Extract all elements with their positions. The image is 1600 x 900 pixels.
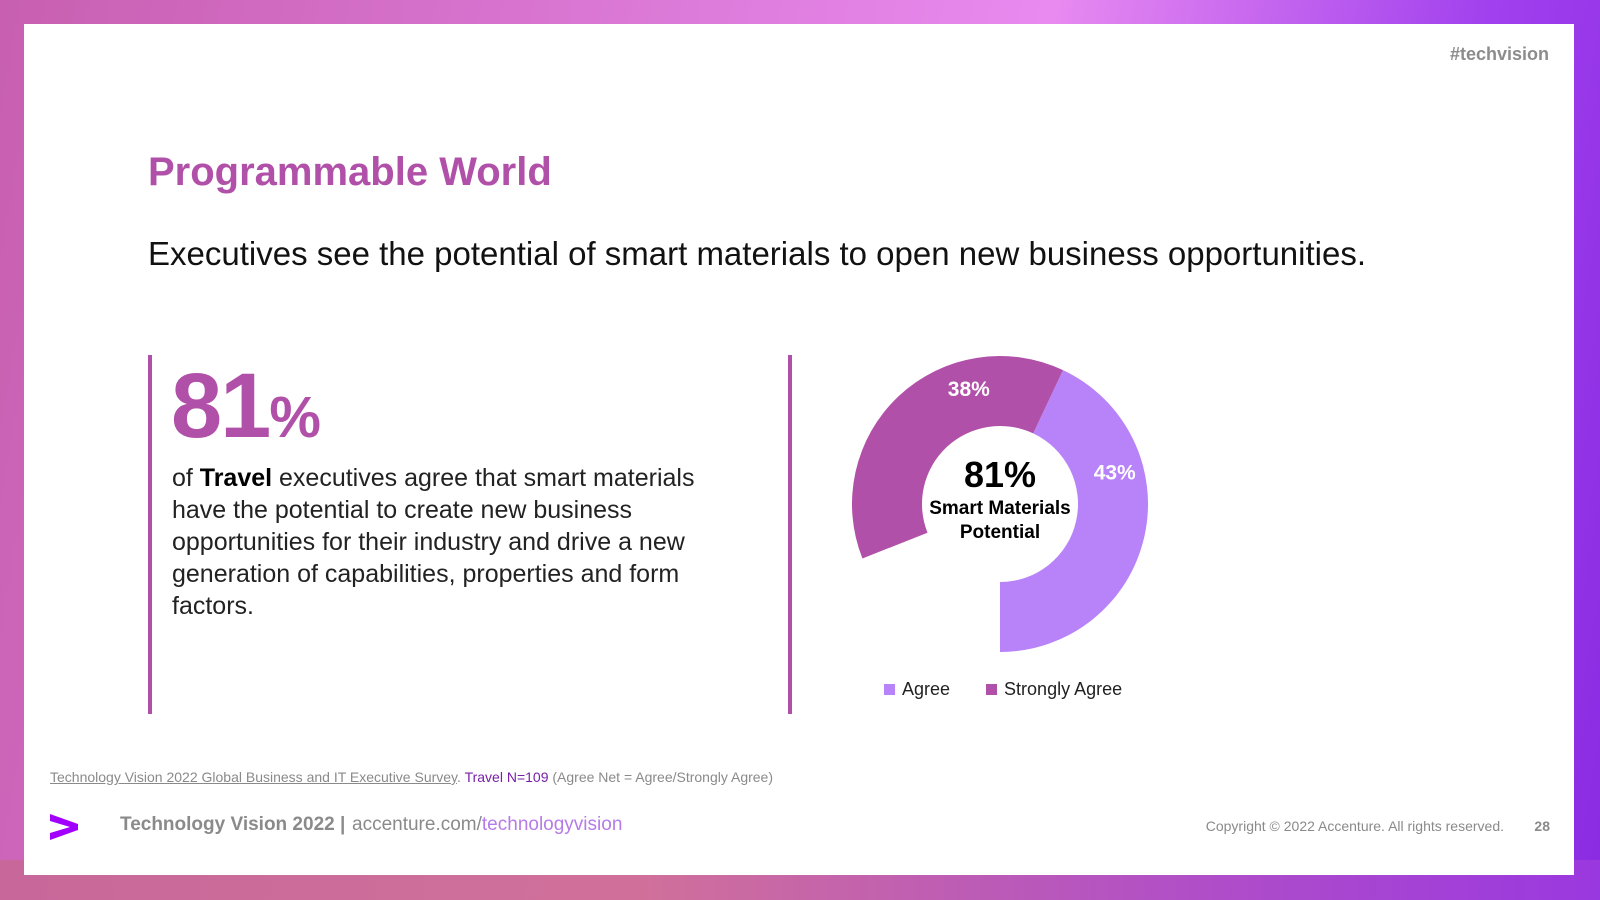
legend-item-agree: Agree — [884, 679, 950, 700]
donut-label-agree: 43% — [1094, 461, 1136, 484]
source-note: Technology Vision 2022 Global Business a… — [50, 769, 773, 785]
footer-url-path: technologyvision — [481, 814, 623, 835]
page-title: Programmable World — [148, 150, 552, 194]
donut-center-value: 81% — [964, 454, 1036, 495]
source-survey-link[interactable]: Technology Vision 2022 Global Business a… — [50, 769, 458, 785]
footer-url-domain: accenture.com/ — [352, 814, 482, 835]
donut-label-strongly-agree: 38% — [948, 378, 990, 401]
slide: #techvision Programmable World Executive… — [24, 24, 1574, 875]
donut-center-label-line1: Smart Materials — [929, 498, 1071, 519]
stat-number: 81 — [171, 355, 271, 457]
stat-unit: % — [269, 385, 321, 450]
page-subtitle: Executives see the potential of smart ma… — [148, 235, 1367, 272]
legend-swatch-strongly-agree — [986, 684, 998, 695]
donut-center-label-line2: Potential — [960, 522, 1040, 543]
stat-text-rest: executives agree that smart materials ha… — [172, 464, 695, 620]
legend-label-agree: Agree — [902, 679, 951, 699]
donut-slice-strongly-agree — [852, 356, 1064, 559]
right-divider-bar — [788, 355, 792, 714]
donut-chart: 43% 38% 81% Smart Materials Potential — [852, 356, 1148, 652]
legend-label-strongly-agree: Strongly Agree — [1004, 679, 1123, 699]
left-divider-bar — [148, 355, 152, 714]
chart-legend: Agree Strongly Agree — [884, 679, 1122, 700]
stat-text-prefix: of — [172, 464, 200, 492]
stat-description: of Travel executives agree that smart ma… — [172, 462, 732, 622]
stat-value: 81% — [171, 360, 321, 452]
source-definition: (Agree Net = Agree/Strongly Agree) — [548, 769, 773, 785]
source-separator: . — [457, 769, 465, 785]
footer: Technology Vision 2022 | accenture.com/t… — [50, 810, 1550, 844]
copyright: Copyright © 2022 Accenture. All rights r… — [1205, 818, 1504, 834]
footer-url-link[interactable]: accenture.com/technologyvision — [352, 814, 622, 836]
footer-brand: Technology Vision 2022 | — [120, 814, 346, 835]
donut-slice-agree — [1000, 370, 1148, 652]
legend-item-strongly-agree: Strongly Agree — [986, 679, 1122, 700]
stat-industry: Travel — [199, 464, 273, 492]
accenture-chevron-icon — [50, 814, 78, 840]
hashtag: #techvision — [1449, 44, 1549, 64]
page-number: 28 — [1534, 818, 1550, 834]
legend-swatch-agree — [884, 684, 895, 695]
source-sample: Travel N=109 — [464, 769, 549, 785]
